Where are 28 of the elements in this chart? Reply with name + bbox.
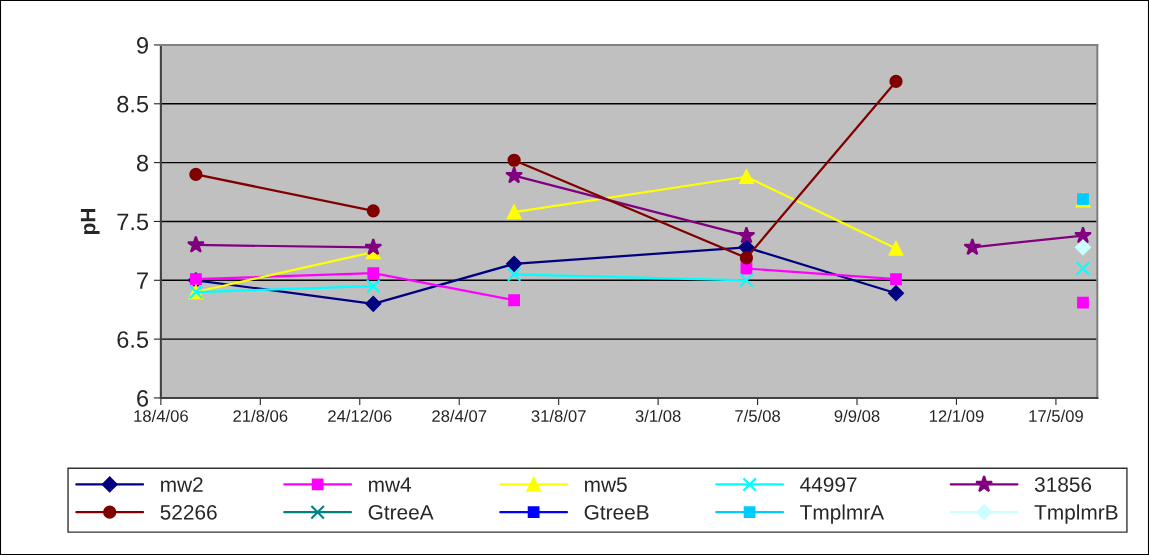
x-tick-label: 18/4/06 bbox=[134, 409, 188, 422]
y-tick-label: 6.5 bbox=[117, 331, 149, 348]
x-tick-label: 12/1/09 bbox=[929, 409, 984, 422]
x-tick-label: 7/5/08 bbox=[735, 409, 781, 422]
y-tick-label: 7.5 bbox=[117, 213, 149, 231]
y-tick-label: 8 bbox=[136, 154, 149, 172]
y-tick-label: 7 bbox=[137, 272, 148, 289]
x-tick-label: 28/4/07 bbox=[432, 409, 487, 422]
x-tick-label: 9/9/08 bbox=[834, 409, 880, 422]
x-tick-label: 31/8/07 bbox=[531, 409, 586, 422]
legend-label: 44997 bbox=[800, 477, 857, 492]
x-tick-label: 24/12/06 bbox=[328, 409, 392, 422]
y-tick-label: 8.5 bbox=[117, 95, 149, 113]
legend-label: TmplmrA bbox=[800, 504, 885, 524]
legend-label: 31856 bbox=[1034, 477, 1092, 492]
y-tick-label: 9 bbox=[137, 37, 148, 54]
legend-label: mw2 bbox=[161, 477, 203, 492]
x-tick-label: 21/8/06 bbox=[233, 409, 288, 422]
y-axis-title: pH bbox=[80, 208, 100, 234]
legend-label: 52266 bbox=[160, 504, 217, 520]
legend-label: GtreeA bbox=[368, 504, 434, 520]
legend-label: TmplmrB bbox=[1034, 504, 1118, 524]
x-tick-label: 3/1/08 bbox=[635, 409, 681, 422]
legend-label: mw4 bbox=[369, 477, 412, 492]
legend-label: GtreeB bbox=[584, 504, 649, 520]
y-tick-label: 6 bbox=[137, 390, 149, 407]
legend-label: mw5 bbox=[585, 477, 627, 492]
x-tick-label: 17/5/09 bbox=[1029, 409, 1083, 422]
